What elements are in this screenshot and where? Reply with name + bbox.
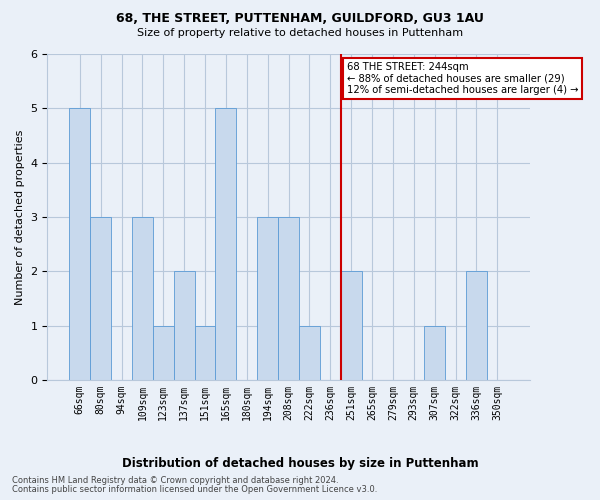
- Bar: [215, 108, 236, 380]
- Y-axis label: Number of detached properties: Number of detached properties: [15, 130, 25, 304]
- Bar: [153, 326, 174, 380]
- Text: Size of property relative to detached houses in Puttenham: Size of property relative to detached ho…: [137, 28, 463, 38]
- Bar: [132, 217, 153, 380]
- Text: 68 THE STREET: 244sqm
← 88% of detached houses are smaller (29)
12% of semi-deta: 68 THE STREET: 244sqm ← 88% of detached …: [347, 62, 578, 96]
- Bar: [90, 217, 111, 380]
- Bar: [424, 326, 445, 380]
- Bar: [299, 326, 320, 380]
- Bar: [257, 217, 278, 380]
- Text: Contains public sector information licensed under the Open Government Licence v3: Contains public sector information licen…: [12, 485, 377, 494]
- Text: Contains HM Land Registry data © Crown copyright and database right 2024.: Contains HM Land Registry data © Crown c…: [12, 476, 338, 485]
- Bar: [278, 217, 299, 380]
- Text: 68, THE STREET, PUTTENHAM, GUILDFORD, GU3 1AU: 68, THE STREET, PUTTENHAM, GUILDFORD, GU…: [116, 12, 484, 26]
- Bar: [174, 272, 194, 380]
- Bar: [194, 326, 215, 380]
- Bar: [70, 108, 90, 380]
- Bar: [466, 272, 487, 380]
- Bar: [341, 272, 362, 380]
- Text: Distribution of detached houses by size in Puttenham: Distribution of detached houses by size …: [122, 458, 478, 470]
